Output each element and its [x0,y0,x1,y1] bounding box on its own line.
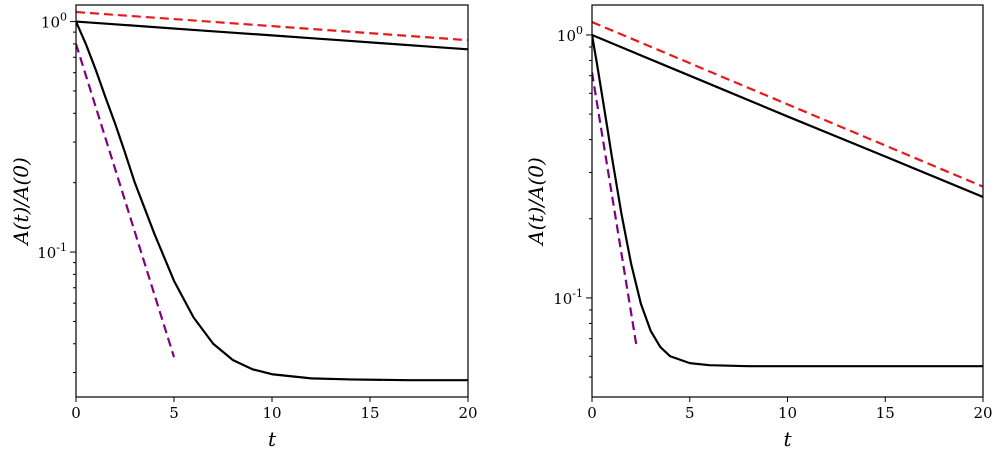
plot-frame [75,4,469,398]
series-fast-exponential-fit-line [76,43,176,358]
x-tick-label: 15 [876,404,895,422]
y-tick-label: 10-1 [553,287,583,308]
series-fast-decay-line [76,21,468,382]
x-tick-label: 15 [360,404,379,422]
y-tick-label: 100 [41,11,67,32]
x-tick-label: 10 [262,404,281,422]
series-slow-exponential-fit-line [592,21,983,188]
plot-frame [591,4,984,398]
series-slow-decay-line [76,20,468,51]
x-tick-label: 20 [973,404,992,422]
x-tick-label: 5 [169,404,179,422]
x-tick-label: 5 [685,404,695,422]
chart-panel-right: 0 5 10 15 20 100 10-1 t A(t)/A(0) [524,4,993,451]
series-fast-decay-line [592,34,983,368]
x-tick-label: 10 [778,404,797,422]
x-tick-label: 0 [71,404,81,422]
x-axis-label: t [783,427,792,451]
y-axis-label: A(t)/A(0) [9,157,33,247]
chart-panel-left: 0 5 10 15 20 100 10-1 t A(t)/A(0) [9,4,478,451]
x-axis-label: t [268,427,277,451]
y-axis-label: A(t)/A(0) [524,157,548,247]
x-tick-label: 20 [458,404,477,422]
series-slow-exponential-fit-line [76,10,468,42]
series-fast-exponential-fit-line [592,72,639,350]
y-tick-label: 10-1 [37,241,67,262]
x-tick-label: 0 [587,404,597,422]
series-slow-decay-line [592,33,983,199]
y-tick-label: 100 [557,24,583,45]
